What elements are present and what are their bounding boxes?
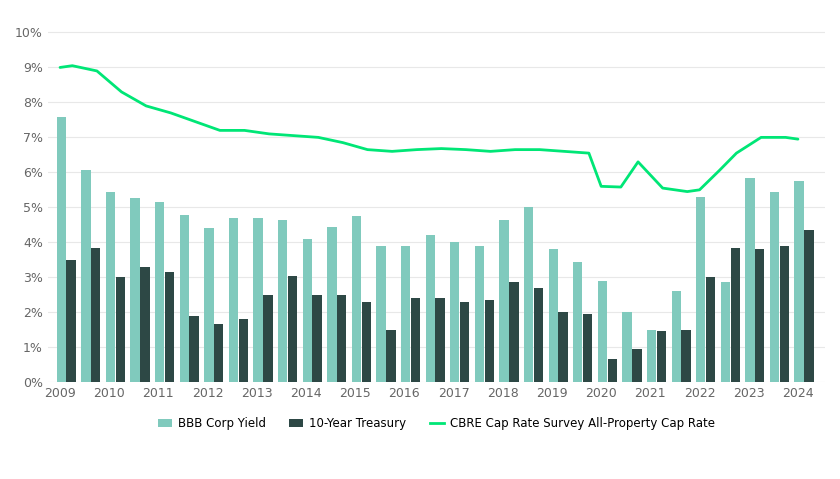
Bar xyxy=(598,281,607,382)
Bar xyxy=(559,312,568,382)
Bar xyxy=(721,283,730,382)
Bar xyxy=(204,228,213,382)
Bar xyxy=(706,277,716,382)
Bar xyxy=(524,207,533,382)
Bar xyxy=(361,302,371,382)
Bar xyxy=(731,248,740,382)
Bar xyxy=(327,227,337,382)
Bar xyxy=(499,219,509,382)
Bar xyxy=(485,300,494,382)
Bar xyxy=(671,291,681,382)
Bar xyxy=(805,230,814,382)
Bar xyxy=(352,216,361,382)
Bar xyxy=(755,249,764,382)
Bar xyxy=(770,192,780,382)
Bar xyxy=(81,170,91,382)
Bar xyxy=(228,218,238,382)
Bar xyxy=(155,202,165,382)
Bar xyxy=(386,330,396,382)
Bar xyxy=(263,295,272,382)
Bar xyxy=(278,219,287,382)
Bar xyxy=(239,319,248,382)
Bar xyxy=(140,267,150,382)
Bar xyxy=(475,246,484,382)
Bar xyxy=(312,295,322,382)
Bar xyxy=(376,247,386,382)
Bar xyxy=(633,349,642,382)
Bar xyxy=(337,295,346,382)
Bar xyxy=(549,249,558,382)
Bar xyxy=(509,283,518,382)
Bar xyxy=(130,197,139,382)
Bar xyxy=(460,302,470,382)
Bar xyxy=(411,298,420,382)
Bar xyxy=(657,331,666,382)
Bar xyxy=(401,246,410,382)
Bar xyxy=(66,260,76,382)
Bar xyxy=(56,117,66,382)
Bar xyxy=(681,330,690,382)
Bar xyxy=(288,275,297,382)
Bar xyxy=(780,246,789,382)
Bar xyxy=(795,181,804,382)
Bar xyxy=(450,242,459,382)
Bar xyxy=(745,178,754,382)
Bar xyxy=(106,192,115,382)
Bar xyxy=(533,288,543,382)
Bar xyxy=(165,272,174,382)
Bar xyxy=(254,218,263,382)
Bar xyxy=(302,239,312,382)
Bar xyxy=(647,330,656,382)
Bar xyxy=(189,316,199,382)
Bar xyxy=(583,314,592,382)
Bar xyxy=(180,215,189,382)
Bar xyxy=(214,324,223,382)
Bar xyxy=(435,298,444,382)
Bar xyxy=(573,262,582,382)
Bar xyxy=(696,197,706,382)
Legend: BBB Corp Yield, 10-Year Treasury, CBRE Cap Rate Survey All-Property Cap Rate: BBB Corp Yield, 10-Year Treasury, CBRE C… xyxy=(153,412,720,435)
Bar xyxy=(622,312,632,382)
Bar xyxy=(607,359,617,382)
Bar xyxy=(426,235,435,382)
Bar xyxy=(116,277,125,382)
Bar xyxy=(91,248,100,382)
